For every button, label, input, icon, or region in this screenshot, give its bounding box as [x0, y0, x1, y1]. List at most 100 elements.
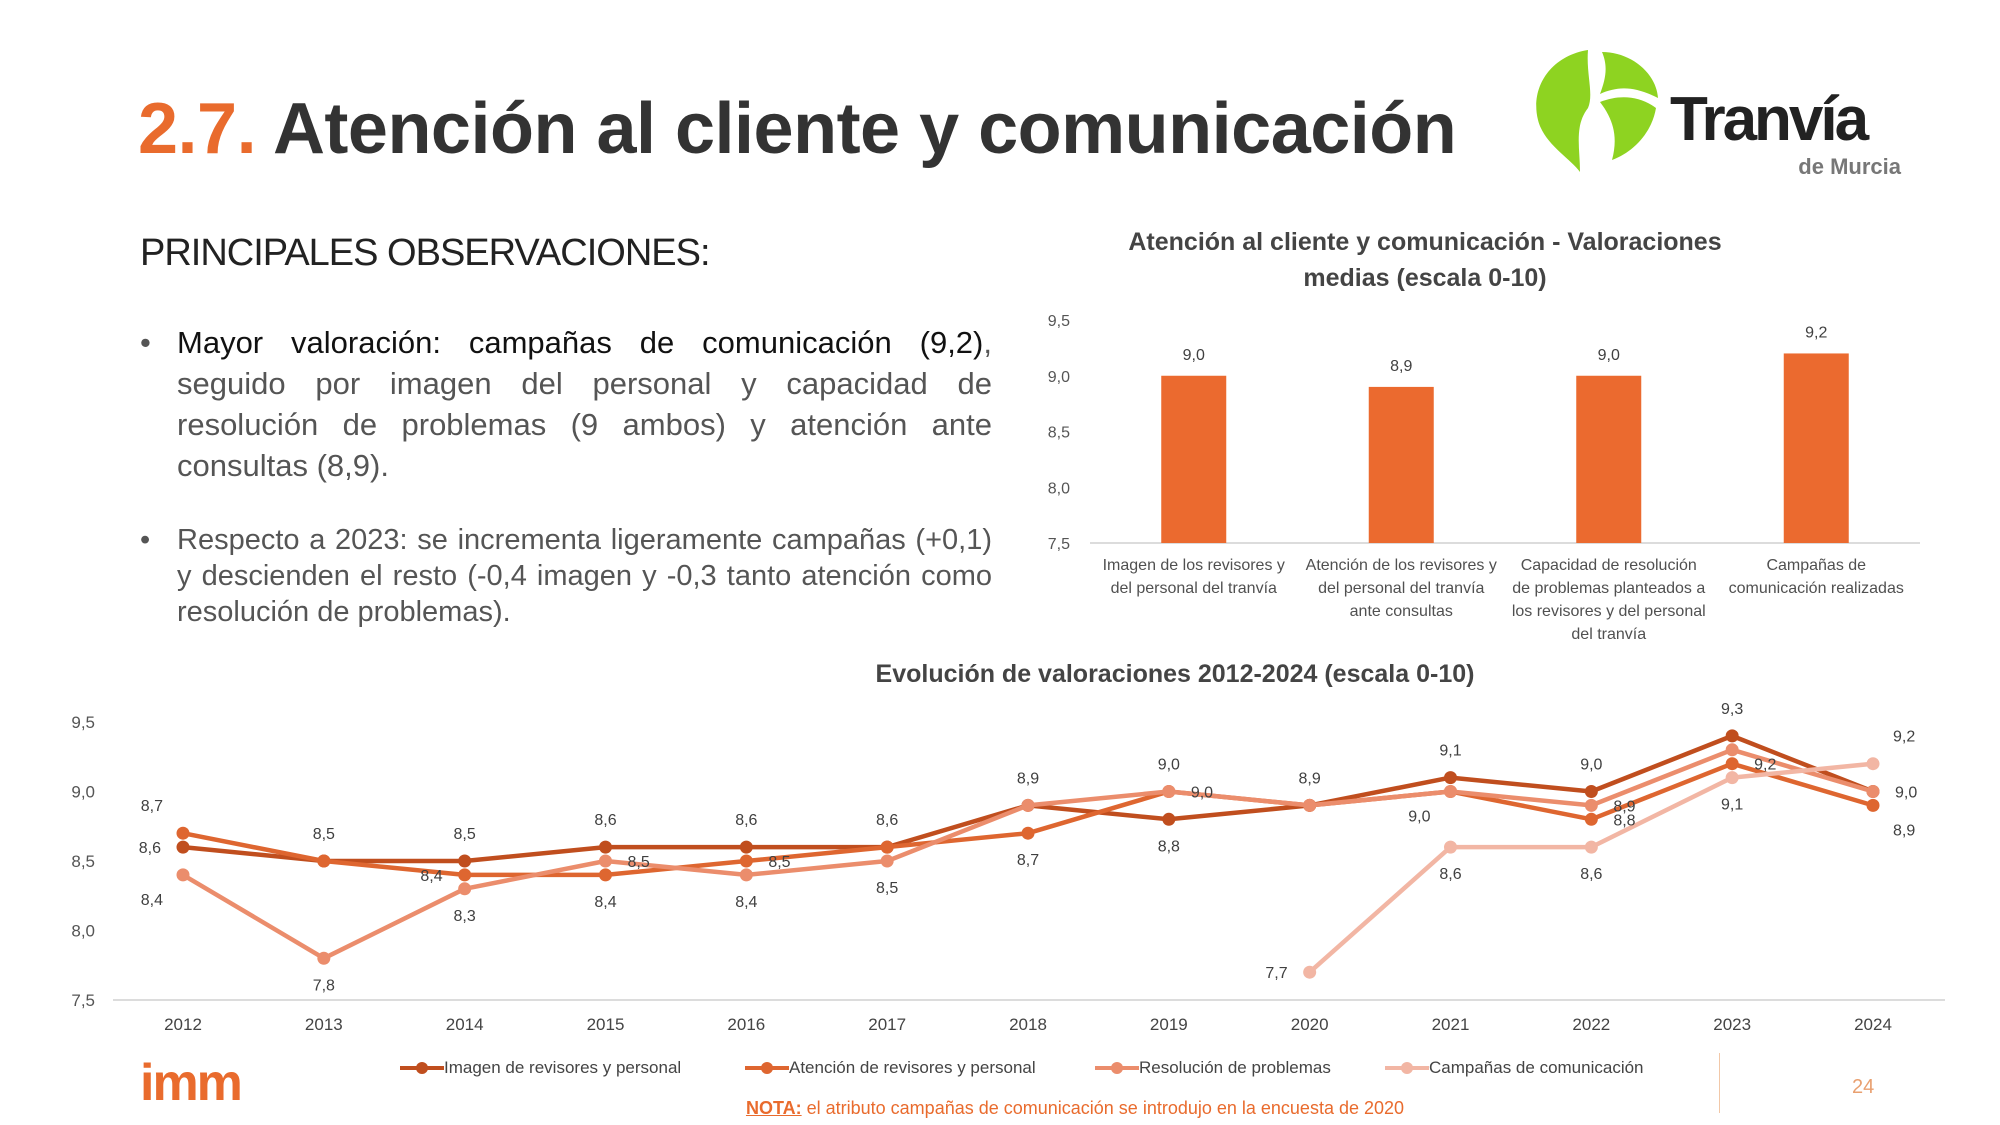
- line-data-label: 8,8: [1158, 838, 1180, 855]
- series-point: [1584, 840, 1598, 854]
- category-label-line: los revisores y del personal: [1512, 603, 1706, 620]
- series-point: [1021, 826, 1035, 840]
- series-point: [1866, 785, 1880, 798]
- line-data-label: 8,5: [768, 854, 790, 871]
- bar-y-tick-label: 9,5: [1048, 313, 1070, 330]
- year-tick-label: 2020: [1291, 1015, 1329, 1034]
- bullet-1-highlight: Mayor valoración: campañas de comunicaci…: [177, 325, 984, 360]
- category-label-line: de problemas planteados a: [1512, 580, 1705, 597]
- observations-heading: PRINCIPALES OBSERVACIONES:: [140, 232, 711, 274]
- series-point: [1725, 743, 1739, 757]
- bar: [1368, 386, 1434, 543]
- series-point: [1303, 965, 1317, 979]
- bar-data-label: 9,2: [1805, 324, 1827, 341]
- line-data-label: 8,9: [1893, 822, 1915, 839]
- year-tick-label: 2023: [1713, 1015, 1751, 1034]
- legend-swatch-icon: [745, 1062, 789, 1074]
- year-tick-label: 2019: [1150, 1015, 1188, 1034]
- title-number: 2.7.: [138, 89, 257, 169]
- series-point: [176, 868, 190, 882]
- observation-bullet-1: • Mayor valoración: campañas de comunica…: [140, 322, 992, 486]
- series-point: [1725, 771, 1739, 785]
- bullet-dot: •: [140, 325, 151, 360]
- bar-y-tick-label: 7,5: [1048, 536, 1070, 553]
- category-label-line: del personal del tranvía: [1318, 580, 1484, 597]
- series-point: [599, 840, 612, 854]
- bar-data-label: 8,9: [1390, 358, 1412, 375]
- series-point: [317, 854, 331, 868]
- line-y-tick-label: 8,5: [71, 852, 95, 871]
- line-data-label: 8,5: [313, 826, 335, 843]
- legend-swatch-icon: [1095, 1062, 1139, 1074]
- line-chart: 7,5 8,0 8,5 9,0 9,5 2012 2013 2014 2015 2016 2017 2…: [71, 701, 1945, 1034]
- legend-swatch-icon: [400, 1062, 444, 1074]
- tranvia-leaf-icon: [1536, 50, 1658, 172]
- series-point: [880, 854, 894, 868]
- line-data-label: 8,9: [1017, 770, 1039, 787]
- category-label-line: comunicación realizadas: [1729, 580, 1904, 597]
- series-point: [739, 868, 753, 882]
- series-point: [1444, 840, 1457, 854]
- line-data-label: 8,6: [1580, 866, 1602, 883]
- bar-category-label: Campañas de comunicación realizadas: [1729, 557, 1904, 597]
- category-label-line: Campañas de: [1766, 557, 1866, 574]
- bar-chart-title: Atención al cliente y comunicación - Val…: [1128, 228, 1722, 292]
- series-point: [1725, 729, 1739, 743]
- line-data-label: 9,2: [1754, 757, 1776, 774]
- category-label-line: Atención de los revisores y: [1306, 557, 1497, 574]
- imm-logo-text: imm: [140, 1060, 241, 1110]
- observation-bullet-2: • Respecto a 2023: se incrementa ligeram…: [140, 522, 992, 630]
- line-data-label: 7,7: [1265, 965, 1287, 982]
- note-text: el atributo campañas de comunicación se …: [801, 1098, 1405, 1118]
- series-point: [1584, 798, 1598, 812]
- line-data-label: 8,8: [1613, 812, 1635, 829]
- bullet-1-text: , seguido por imagen del personal y capa…: [177, 325, 992, 483]
- series-point: [1162, 812, 1176, 826]
- footer-divider: [1719, 1053, 1720, 1113]
- tranvia-logo: Tranvía de Murcia: [1536, 50, 1902, 178]
- bullet-2-text: Respecto a 2023: se incrementa ligeramen…: [177, 524, 992, 628]
- line-data-label: 8,5: [454, 826, 476, 843]
- line-data-label: 8,6: [594, 812, 616, 829]
- line-data-label: 9,0: [1895, 785, 1917, 802]
- category-label-line: Imagen de los revisores y: [1103, 557, 1285, 574]
- line-data-label: 9,3: [1721, 701, 1743, 718]
- legend-swatch-icon: [1385, 1062, 1429, 1074]
- bar-category-label: Atención de los revisores y del personal …: [1306, 557, 1497, 620]
- series-point: [1725, 757, 1739, 771]
- year-tick-label: 2017: [868, 1015, 906, 1034]
- logo-subname: de Murcia: [1798, 154, 1901, 178]
- line-data-label: 8,6: [1439, 866, 1461, 883]
- category-label-line: ante consultas: [1350, 603, 1453, 620]
- year-tick-label: 2016: [727, 1015, 765, 1034]
- line-data-label: 9,2: [1893, 729, 1915, 746]
- legend-label: Atención de revisores y personal: [789, 1058, 1036, 1077]
- slide-title: 2.7. Atención al cliente y comunicación: [138, 88, 1457, 170]
- footer-note: NOTA: el atributo campañas de comunicaci…: [500, 1098, 1650, 1119]
- page-number: 24: [1852, 1076, 1875, 1098]
- line-y-tick-label: 9,5: [71, 713, 95, 732]
- line-data-label: 7,8: [313, 977, 335, 994]
- series-point: [1162, 785, 1176, 798]
- title-text: Atención al cliente y comunicación: [272, 89, 1457, 169]
- series-point: [1866, 757, 1880, 771]
- year-tick-label: 2012: [164, 1015, 202, 1034]
- line-data-label: 9,0: [1158, 757, 1180, 774]
- bar-y-tick-label: 9,0: [1048, 369, 1070, 386]
- year-tick-label: 2024: [1854, 1015, 1892, 1034]
- bar: [1161, 375, 1227, 543]
- line-y-tick-label: 8,0: [71, 922, 95, 941]
- year-tick-label: 2014: [446, 1015, 484, 1034]
- logo-name: Tranvía: [1670, 85, 1870, 154]
- line-y-tick-label: 9,0: [71, 783, 95, 802]
- line-data-label: 8,4: [141, 892, 163, 909]
- series-point: [458, 882, 472, 896]
- category-label-line: del tranvía: [1571, 626, 1646, 643]
- series-point: [739, 854, 753, 868]
- series-point: [1584, 812, 1598, 826]
- line-data-label: 9,0: [1191, 785, 1213, 802]
- series-point: [1021, 798, 1035, 812]
- bar-y-tick-label: 8,0: [1048, 480, 1070, 497]
- line-data-label: 8,6: [735, 812, 757, 829]
- line-data-label: 8,5: [628, 854, 650, 871]
